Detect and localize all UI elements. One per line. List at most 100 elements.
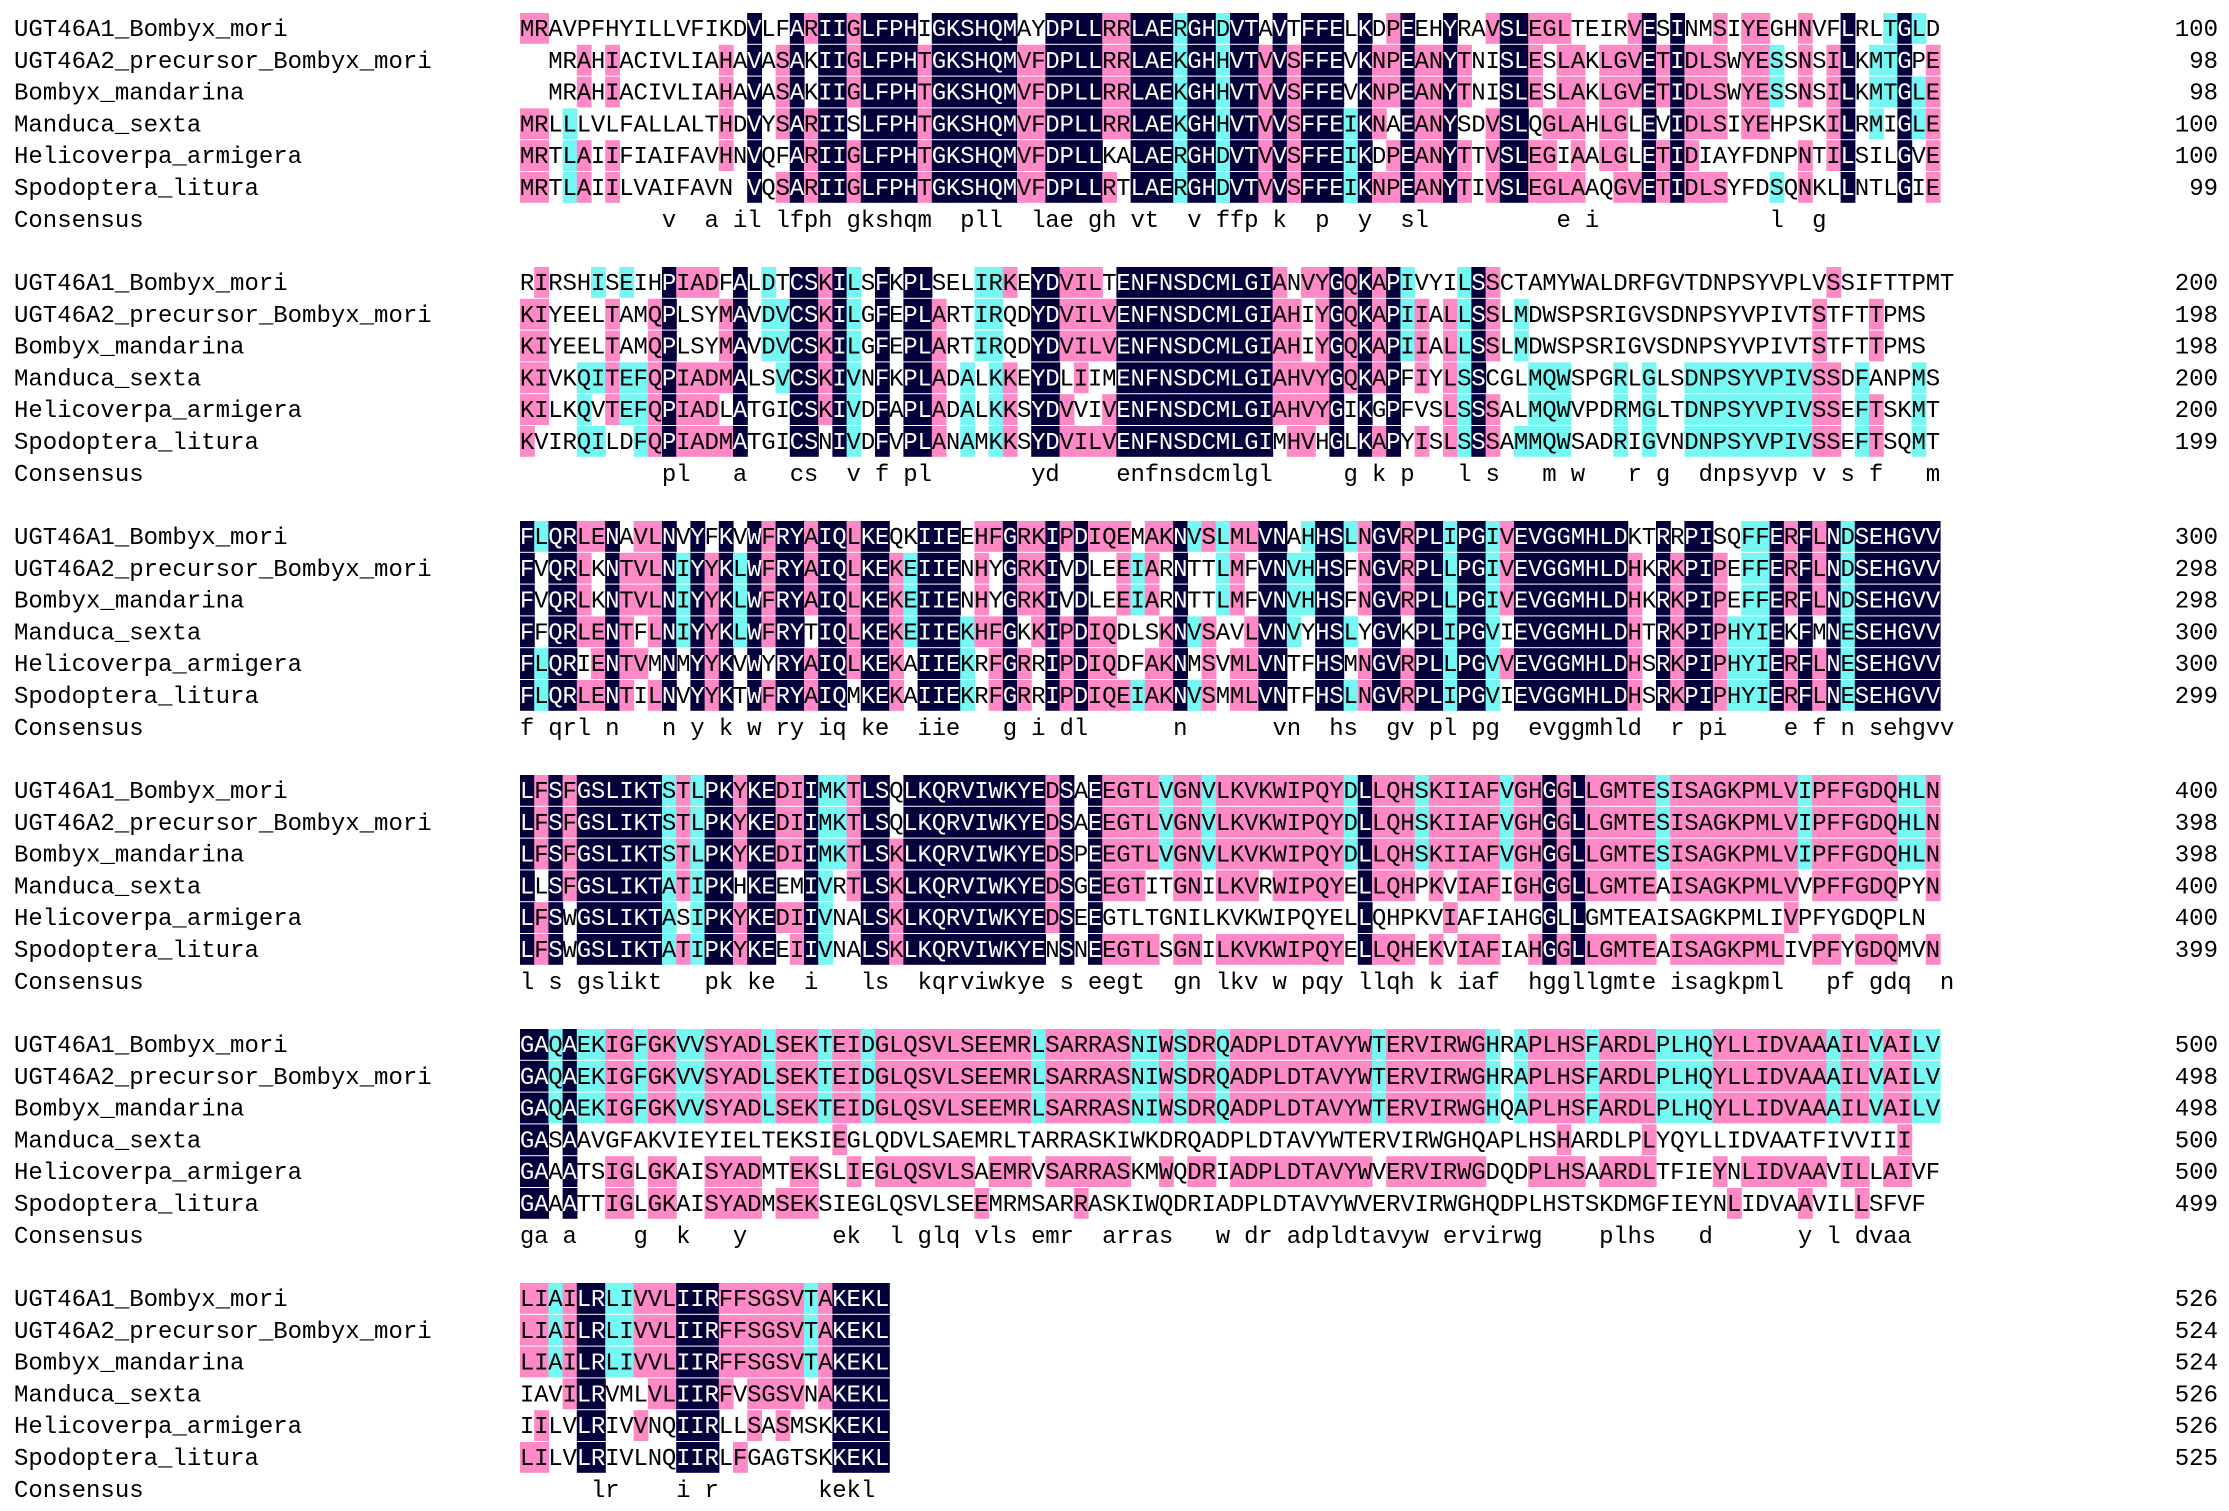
residue-shade	[1088, 140, 1103, 171]
residue: H	[1201, 49, 1215, 76]
residue-shade	[1570, 44, 1586, 76]
residue: M	[1003, 17, 1017, 44]
residue: Y	[1840, 938, 1854, 965]
residue: E	[1869, 525, 1883, 552]
consensus-residue: h	[818, 208, 832, 235]
residue: L	[1897, 906, 1911, 933]
residue: V	[1443, 938, 1458, 965]
residue: K	[633, 938, 648, 965]
residue: R	[988, 271, 1002, 298]
residue: G	[1542, 938, 1556, 965]
residue-shade	[1088, 44, 1103, 76]
residue: G	[1855, 811, 1869, 838]
residue: A	[932, 335, 947, 362]
residue: C	[633, 81, 647, 108]
residue: T	[733, 684, 747, 711]
residue: N	[1159, 398, 1173, 425]
residue: H	[1784, 17, 1798, 44]
residue: M	[1755, 874, 1769, 901]
residue: E	[974, 1065, 988, 1092]
residue: F	[1485, 938, 1499, 965]
residue-shade	[1130, 108, 1146, 140]
residue: L	[577, 620, 591, 647]
residue: K	[719, 906, 734, 933]
residue-shade	[1258, 108, 1274, 140]
residue: Y	[761, 652, 775, 679]
residue-shade	[1272, 76, 1288, 108]
residue: R	[775, 684, 789, 711]
residue: I	[676, 620, 690, 647]
consensus-residue: m	[1542, 462, 1556, 489]
consensus-residue: k	[1230, 970, 1244, 997]
residue: Q	[1542, 398, 1556, 425]
residue-shade	[1656, 44, 1671, 76]
residue-shade	[1372, 44, 1387, 76]
consensus-residue: w	[1272, 970, 1287, 997]
residue: Q	[932, 874, 946, 901]
consensus-residue: i	[917, 716, 931, 743]
residue: I	[1429, 1033, 1443, 1060]
residue-shade	[860, 13, 876, 44]
residue: D	[733, 17, 747, 44]
residue: H	[1287, 303, 1301, 330]
sequence-name: Helicoverpa_armigera	[14, 652, 302, 679]
residue: Y	[704, 303, 718, 330]
residue: N	[662, 525, 676, 552]
residue: M	[790, 874, 804, 901]
residue: Y	[790, 620, 804, 647]
residue: G	[1173, 843, 1187, 870]
residue-shade	[889, 44, 904, 76]
residue: A	[1145, 144, 1160, 171]
residue: I	[974, 874, 988, 901]
residue: A	[1571, 144, 1586, 171]
residue: A	[1457, 906, 1472, 933]
residue: A	[1059, 1065, 1074, 1092]
residue: A	[1145, 652, 1160, 679]
residue: K	[1358, 112, 1373, 139]
residue: V	[1102, 430, 1117, 457]
residue-shade	[562, 140, 578, 171]
residue-shade	[1840, 13, 1856, 44]
residue-shade	[889, 13, 904, 44]
residue: P	[903, 366, 917, 393]
residue: I	[1784, 366, 1798, 393]
residue: L	[1599, 81, 1613, 108]
consensus-residue: n	[605, 716, 619, 743]
residue: R	[562, 684, 576, 711]
residue: E	[1528, 144, 1542, 171]
residue: F	[1301, 176, 1315, 203]
residue: A	[534, 1097, 549, 1124]
residue: K	[1258, 779, 1273, 806]
residue: S	[804, 366, 818, 393]
consensus-residue: k	[861, 716, 875, 743]
residue: E	[1017, 271, 1031, 298]
residue-shade	[520, 140, 535, 171]
residue: Q	[761, 144, 775, 171]
residue: F	[875, 112, 889, 139]
residue: P	[903, 303, 917, 330]
residue: G	[1244, 303, 1258, 330]
residue-shade	[960, 13, 975, 44]
residue: P	[1897, 874, 1911, 901]
residue: Y	[1741, 620, 1755, 647]
residue: S	[1812, 366, 1826, 393]
consensus-residue: f	[1840, 970, 1854, 997]
residue: S	[1500, 112, 1514, 139]
residue: Q	[903, 1097, 917, 1124]
residue: S	[1329, 589, 1343, 616]
residue: I	[917, 652, 931, 679]
residue-shade	[1031, 140, 1046, 171]
residue: N	[1826, 652, 1840, 679]
residue: L	[846, 589, 860, 616]
residue: I	[1145, 1033, 1159, 1060]
residue: C	[1201, 335, 1215, 362]
residue: M	[1911, 430, 1925, 457]
residue: H	[974, 525, 988, 552]
residue: M	[974, 430, 988, 457]
residue: V	[1414, 1097, 1429, 1124]
residue: L	[577, 589, 591, 616]
residue: A	[1471, 938, 1486, 965]
residue: L	[1074, 176, 1088, 203]
residue: Y	[690, 557, 704, 584]
residue-shade	[1017, 44, 1032, 76]
